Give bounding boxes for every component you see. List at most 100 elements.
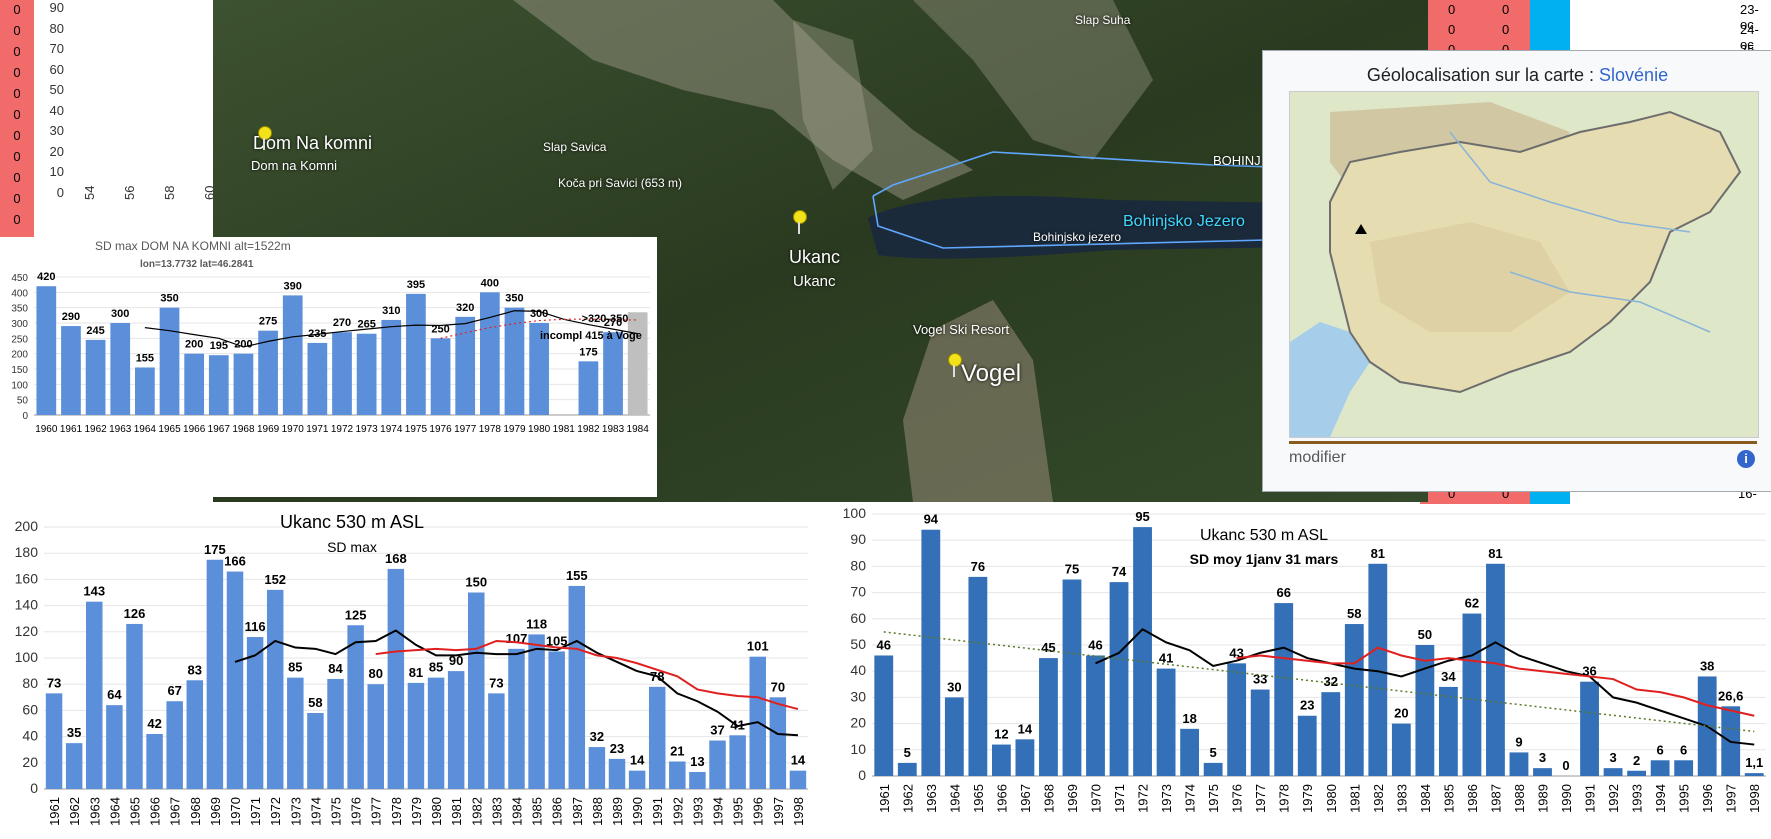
category-label: 1984 bbox=[627, 424, 650, 435]
category-label: 1996 bbox=[1700, 784, 1715, 813]
chart-subtitle: SD max bbox=[327, 539, 377, 555]
category-label: 1990 bbox=[630, 797, 645, 826]
value-label: 41 bbox=[730, 717, 744, 732]
value-label: 21 bbox=[670, 743, 684, 758]
value-label: 12 bbox=[994, 727, 1008, 742]
bar bbox=[468, 592, 485, 789]
category-label: 1973 bbox=[1159, 784, 1174, 813]
value-label: 155 bbox=[136, 352, 154, 364]
y-tick-label: 10 bbox=[850, 741, 866, 757]
category-label: 1971 bbox=[248, 797, 263, 826]
bar bbox=[307, 342, 328, 415]
zero-cell: 0 bbox=[13, 2, 21, 17]
value-label: 30 bbox=[947, 679, 961, 694]
trend-line-black bbox=[144, 310, 638, 348]
category-label: 1986 bbox=[1465, 784, 1480, 813]
category-label: 1993 bbox=[1630, 784, 1645, 813]
value-label: 166 bbox=[224, 554, 246, 569]
value-label: 395 bbox=[407, 279, 425, 291]
value-label: 90 bbox=[449, 653, 463, 668]
place-label: Slap Savica bbox=[543, 140, 607, 154]
category-label: 1969 bbox=[257, 424, 280, 435]
bar bbox=[1062, 579, 1082, 776]
value-label: 155 bbox=[566, 568, 588, 583]
category-label: 1987 bbox=[1488, 784, 1503, 813]
y-tick-label: 20 bbox=[850, 715, 866, 731]
category-label: 1971 bbox=[1112, 784, 1127, 813]
value-label: 265 bbox=[357, 319, 375, 331]
value-label: 105 bbox=[546, 633, 568, 648]
category-label: 1983 bbox=[1394, 784, 1409, 813]
category-label: 1985 bbox=[1441, 784, 1456, 813]
category-label: 1964 bbox=[947, 784, 962, 813]
river-2 bbox=[1509, 271, 1711, 333]
edit-link[interactable]: modifier bbox=[1289, 449, 1346, 466]
value-label: 43 bbox=[1229, 645, 1243, 660]
category-label: 1982 bbox=[469, 797, 484, 826]
bar bbox=[648, 686, 666, 789]
category-label: 1979 bbox=[503, 424, 526, 435]
mini-axis-tick: 30 bbox=[49, 123, 64, 138]
value-label: 101 bbox=[747, 639, 769, 654]
category-label: 1965 bbox=[127, 797, 142, 826]
bottom-cell-a: 0 bbox=[1448, 486, 1456, 501]
value-label: 290 bbox=[62, 311, 80, 323]
bar bbox=[1650, 760, 1670, 776]
category-label: 1984 bbox=[1418, 784, 1433, 813]
pushpin-needle-icon bbox=[798, 222, 800, 234]
sea bbox=[1290, 322, 1370, 437]
bar bbox=[528, 634, 545, 789]
category-label: 1988 bbox=[1512, 784, 1527, 813]
value-label: 14 bbox=[1018, 721, 1033, 736]
category-label: 1972 bbox=[331, 424, 354, 435]
bar bbox=[504, 307, 525, 415]
bar bbox=[608, 758, 626, 789]
y-tick-label: 50 bbox=[850, 636, 866, 652]
value-label: 195 bbox=[210, 340, 228, 352]
country-link[interactable]: Slovénie bbox=[1599, 65, 1669, 85]
category-label: 1961 bbox=[47, 797, 62, 826]
value-label: 200 bbox=[185, 339, 203, 351]
y-tick-label: 60 bbox=[850, 610, 866, 626]
grid-cell-b: 0 bbox=[1502, 42, 1509, 57]
y-tick-label: 450 bbox=[11, 273, 28, 284]
rocky-ridge-3 bbox=[793, 20, 873, 190]
bar bbox=[1603, 768, 1623, 776]
bar bbox=[789, 770, 807, 789]
zero-cell: 0 bbox=[13, 86, 21, 101]
bar bbox=[206, 559, 224, 789]
mini-axis-xtick: 58 bbox=[162, 185, 177, 200]
bar bbox=[106, 705, 123, 789]
value-label: 116 bbox=[245, 619, 266, 634]
chart-ukanc-sd-moy: 100 90 80 70 60 50 40 30 20 10 0 46 5 94 30 76 12 14 45 75 4… bbox=[816, 504, 1771, 839]
value-label: 390 bbox=[284, 280, 302, 292]
category-label: 1994 bbox=[1653, 784, 1668, 813]
value-label: 2 bbox=[1633, 753, 1640, 768]
place-label: Slap Suha bbox=[1075, 13, 1131, 27]
bar bbox=[1462, 613, 1482, 776]
info-icon[interactable]: i bbox=[1737, 450, 1755, 468]
left-zero-column: 0 0 0 0 0 0 0 0 0 0 0 bbox=[0, 0, 34, 240]
y-tick-label: 200 bbox=[15, 518, 39, 534]
y-tick-label: 80 bbox=[850, 557, 866, 573]
bar bbox=[1180, 728, 1200, 776]
value-label: 94 bbox=[924, 512, 939, 527]
value-label: 245 bbox=[86, 325, 104, 337]
category-label: 1991 bbox=[650, 797, 665, 826]
grid-cell-date: 24-oc bbox=[1740, 22, 1759, 52]
value-label: 75 bbox=[1065, 562, 1079, 577]
bar bbox=[1156, 668, 1176, 776]
category-label: 1970 bbox=[282, 424, 305, 435]
rocky-ridge bbox=[513, 0, 973, 200]
zero-cell: 0 bbox=[13, 23, 21, 38]
mini-axis-tick: 90 bbox=[49, 0, 64, 15]
y-tick-label: 160 bbox=[15, 570, 39, 586]
value-label: 81 bbox=[1371, 546, 1385, 561]
value-label: 23 bbox=[1300, 698, 1314, 713]
mini-axis-xtick: 56 bbox=[122, 185, 137, 200]
category-label: 1966 bbox=[994, 784, 1009, 813]
trend-line-black bbox=[1095, 628, 1755, 746]
bar bbox=[135, 367, 155, 415]
value-label: 85 bbox=[429, 660, 443, 675]
grid-cell-a: 0 bbox=[1448, 22, 1456, 37]
